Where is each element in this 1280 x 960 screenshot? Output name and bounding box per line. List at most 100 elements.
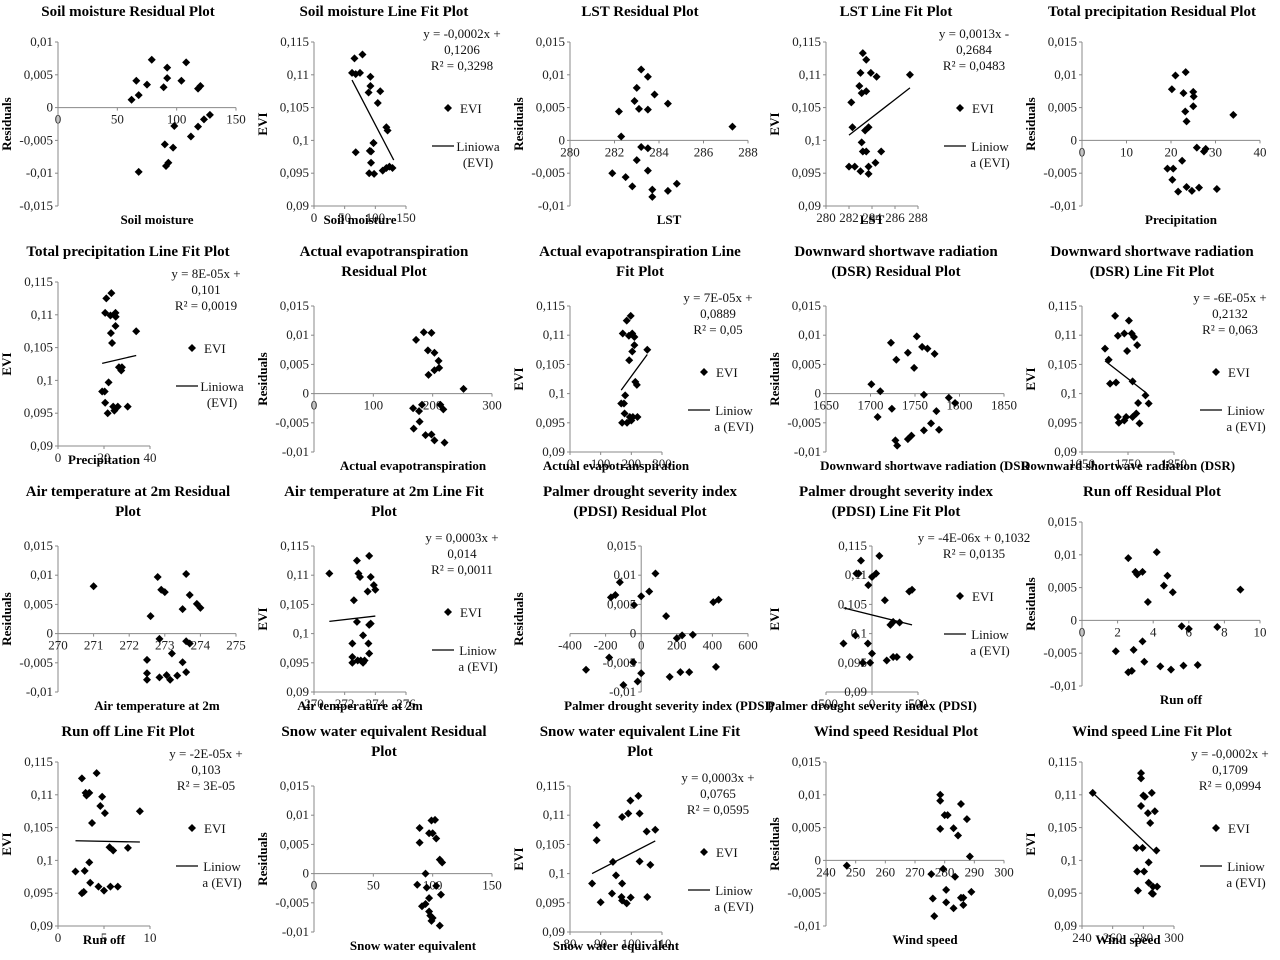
data-point — [113, 402, 122, 411]
x-tick-label: 1650 — [813, 398, 839, 413]
data-point — [1182, 182, 1191, 191]
data-point — [1153, 882, 1162, 891]
x-tick-label: 300 — [1164, 930, 1184, 945]
x-tick-label: 284 — [862, 210, 882, 225]
legend-line-label: a (EVI) — [970, 643, 1009, 658]
data-point — [1212, 184, 1221, 193]
data-point — [618, 329, 627, 338]
x-tick-label: 270 — [304, 696, 324, 711]
data-point — [373, 99, 382, 108]
x-tick-label: 200 — [423, 398, 443, 413]
chart-title: (PDSI) Residual Plot — [573, 504, 706, 520]
data-point — [643, 166, 652, 175]
chart-panel-2: Soil moisture Line Fit Plot 0,09 0,095 0,1 0… — [255, 0, 512, 240]
data-point — [588, 879, 597, 888]
data-point — [1124, 316, 1133, 325]
chart-panel-5: Total precipitation Residual Plot -0,01 -0… — [1023, 0, 1280, 240]
y-tick-label: 0,015 — [536, 34, 565, 49]
data-point — [366, 619, 375, 628]
legend-line-label: Liniowa — [456, 139, 500, 154]
data-point — [80, 866, 89, 875]
y-tick-label: 0,1 — [851, 626, 867, 641]
data-point — [431, 815, 440, 824]
data-point — [1106, 379, 1115, 388]
data-point — [868, 649, 876, 658]
trend-line — [1092, 792, 1158, 855]
y-axis-label: Residuals — [767, 817, 782, 870]
y-tick-label: -0,005 — [275, 415, 309, 430]
y-tick-label: 0,005 — [1048, 100, 1077, 115]
data-point — [432, 881, 441, 890]
data-point — [352, 556, 361, 565]
data-point — [1152, 846, 1161, 855]
data-point — [612, 871, 620, 880]
data-point — [634, 104, 643, 113]
x-tick-label: 0 — [1079, 624, 1086, 639]
residual-plot: Snow water equivalent Residual Plot -0,01 -… — [255, 724, 502, 953]
x-tick-label: 0 — [55, 930, 62, 945]
y-tick-label: 0,095 — [536, 415, 565, 430]
x-tick-label: 90 — [594, 936, 607, 951]
data-point — [348, 658, 357, 667]
data-point — [1132, 409, 1141, 418]
data-point — [436, 890, 445, 899]
x-tick-label: 272 — [119, 638, 139, 653]
y-tick-label: 0,11 — [1055, 787, 1077, 802]
data-point — [1140, 867, 1149, 876]
x-tick-label: 286 — [694, 144, 714, 159]
trend-line — [351, 79, 395, 161]
data-point — [1137, 769, 1146, 778]
x-tick-label: 274 — [191, 638, 211, 653]
legend-line-label: a (EVI) — [458, 659, 497, 674]
y-tick-label: 0,005 — [792, 356, 821, 371]
y-tick-label: 0,095 — [536, 895, 565, 910]
regression-equation: R² = 0,05 — [693, 322, 742, 337]
data-point — [628, 329, 637, 338]
legend-line-label: Liniow — [1227, 859, 1265, 874]
y-tick-label: 0,115 — [1048, 754, 1077, 769]
data-point — [643, 105, 652, 114]
y-tick-label: 0,005 — [280, 836, 309, 851]
data-point — [887, 404, 896, 413]
data-point — [366, 72, 375, 81]
data-point — [194, 122, 203, 131]
x-tick-label: 280 — [1134, 930, 1154, 945]
y-tick-label: 0,115 — [536, 298, 565, 313]
trend-line — [620, 354, 648, 391]
y-tick-label: -0,01 — [1050, 678, 1077, 693]
legend-line-label: Liniow — [971, 627, 1009, 642]
data-point — [383, 126, 392, 135]
x-tick-label: 282 — [839, 210, 859, 225]
chart-title: Total precipitation Line Fit Plot — [26, 244, 229, 260]
x-tick-label: 240 — [816, 864, 836, 879]
data-point — [624, 331, 633, 340]
data-point — [637, 142, 646, 151]
data-point — [959, 893, 968, 902]
data-point — [101, 398, 110, 407]
chart-title: Air temperature at 2m Residual — [26, 484, 230, 500]
data-point — [1104, 355, 1113, 364]
y-tick-label: 0,1 — [549, 386, 565, 401]
chart-title: LST Residual Plot — [581, 4, 698, 20]
data-point — [205, 110, 214, 119]
y-tick-label: 0,005 — [607, 596, 636, 611]
data-point — [1144, 858, 1153, 867]
chart-panel-4: LST Line Fit Plot 0,09 0,095 0,1 0,105 0,11 0,… — [767, 0, 1024, 240]
x-tick-label: 0 — [55, 450, 62, 465]
data-point — [1129, 645, 1138, 654]
data-point — [123, 402, 132, 411]
legend-marker-icon — [700, 368, 708, 376]
chart-title: Plot — [371, 504, 397, 520]
data-point — [637, 669, 646, 678]
data-point — [421, 869, 430, 878]
data-point — [927, 419, 936, 428]
data-point — [376, 87, 385, 96]
data-point — [1229, 110, 1238, 119]
y-tick-label: 0,115 — [24, 754, 53, 769]
y-tick-label: 0,09 — [542, 924, 565, 939]
data-point — [618, 418, 627, 427]
data-point — [858, 49, 867, 58]
data-point — [106, 329, 115, 338]
y-tick-label: 0 — [559, 132, 566, 147]
data-point — [967, 887, 976, 896]
